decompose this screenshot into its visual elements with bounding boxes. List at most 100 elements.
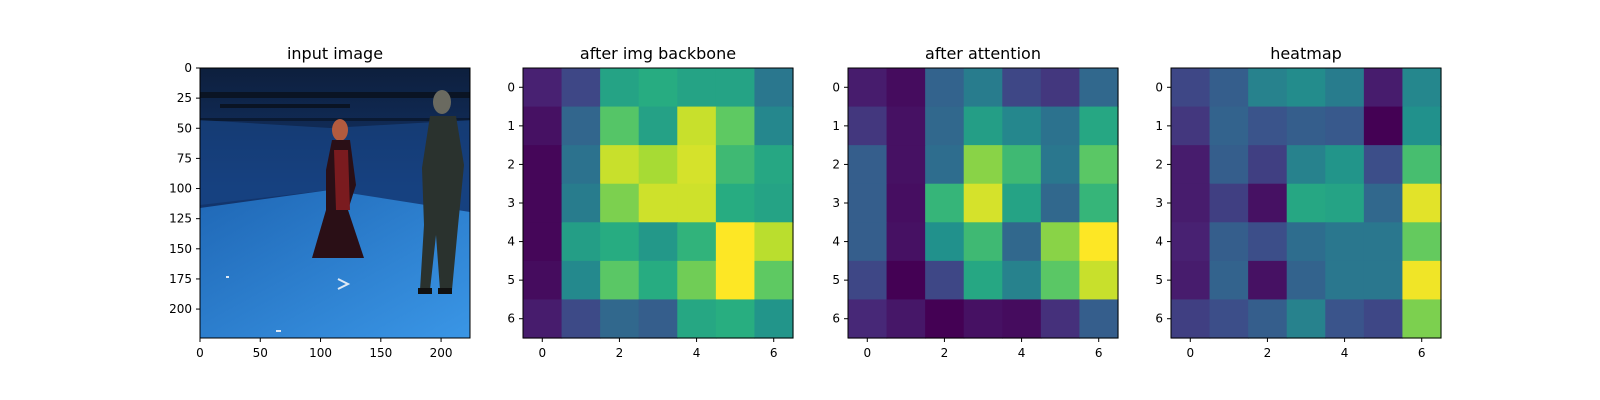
y-tick-label: 5 — [1155, 273, 1163, 287]
panel-title: heatmap — [1270, 44, 1342, 63]
heatmap-cell — [886, 260, 926, 301]
y-tick-label: 0 — [184, 61, 192, 75]
heatmap-cell — [677, 68, 717, 108]
heatmap-cell — [754, 183, 794, 223]
heatmap-cell — [677, 183, 717, 223]
x-tick-label: 2 — [941, 346, 949, 360]
heatmap-cell — [1079, 299, 1119, 339]
heatmap-cell — [1040, 260, 1081, 301]
y-tick-label: 5 — [832, 273, 840, 287]
heatmap-cell — [561, 222, 601, 262]
heatmap-cell — [1402, 299, 1442, 339]
heatmap-cell — [1002, 68, 1042, 108]
heatmap-cell — [638, 299, 678, 339]
heatmap-cell — [600, 299, 640, 339]
heatmap-cell — [1209, 145, 1249, 185]
y-tick-label: 1 — [507, 119, 515, 133]
heatmap-cell — [561, 68, 601, 108]
heatmap-cell — [886, 299, 926, 339]
heatmap-cell — [1171, 183, 1211, 223]
y-tick-label: 25 — [177, 91, 192, 105]
heatmap-cell — [886, 183, 926, 223]
x-tick-label: 0 — [863, 346, 871, 360]
heatmap-cell — [1209, 68, 1249, 108]
heatmap-cell — [1248, 183, 1288, 223]
y-tick-label: 100 — [169, 182, 192, 196]
y-tick-label: 6 — [832, 312, 840, 326]
x-tick-label: 100 — [309, 346, 332, 360]
y-tick-label: 6 — [1155, 312, 1163, 326]
heatmap-cell — [1209, 260, 1249, 301]
x-tick-label: 0 — [196, 346, 204, 360]
heatmap-cells — [523, 68, 794, 339]
heatmap-cell — [1363, 299, 1404, 339]
y-ticks: 0 1 2 3 4 5 6 — [1155, 80, 1171, 326]
y-tick-label: 1 — [1155, 119, 1163, 133]
heatmap-cell — [1171, 68, 1211, 108]
heatmap-cell — [1171, 299, 1211, 339]
heatmap-cell — [1248, 68, 1288, 108]
heatmap-cell — [523, 222, 563, 262]
y-ticks: 0 1 2 3 4 5 6 — [832, 80, 848, 326]
heatmap-cell — [1325, 106, 1365, 146]
heatmap-cell — [1286, 299, 1326, 339]
heatmap-cell — [1286, 222, 1326, 262]
heatmap-cell — [848, 106, 888, 146]
heatmap-cell — [1286, 106, 1326, 146]
heatmap-cell — [715, 145, 756, 185]
panel-title: input image — [287, 44, 383, 63]
heatmap-cell — [1209, 183, 1249, 223]
y-tick-label: 2 — [507, 157, 515, 171]
x-ticks: 0 2 4 6 — [538, 338, 778, 360]
y-tick-label: 150 — [169, 242, 192, 256]
heatmap-cell — [848, 183, 888, 223]
heatmap-cell — [1325, 299, 1365, 339]
heatmap-cell — [1286, 183, 1326, 223]
heatmap-cells — [848, 68, 1119, 339]
y-tick-label: 3 — [832, 196, 840, 210]
heatmap-cell — [1363, 183, 1404, 223]
y-tick-label: 50 — [177, 121, 192, 135]
panel-title: after img backbone — [580, 44, 736, 63]
heatmap-cell — [754, 68, 794, 108]
x-ticks: 0 50 100 150 200 — [196, 338, 453, 360]
heatmap-cell — [638, 106, 678, 146]
heatmap-cell — [1363, 222, 1404, 262]
heatmap-cell — [1286, 145, 1326, 185]
heatmap-cell — [1363, 106, 1404, 146]
heatmap-cell — [715, 68, 756, 108]
heatmap-cell — [1002, 299, 1042, 339]
heatmap-cell — [1002, 183, 1042, 223]
y-tick-label: 3 — [1155, 196, 1163, 210]
heatmap-cell — [1040, 299, 1081, 339]
y-tick-label: 0 — [1155, 80, 1163, 94]
panel-after-img-backbone: after img backbone 0 2 4 6 0 1 2 3 4 5 6 — [507, 44, 794, 360]
y-tick-label: 175 — [169, 272, 192, 286]
heatmap-cell — [523, 106, 563, 146]
panel-after-attention: after attention 0 2 4 6 0 1 2 3 4 5 6 — [832, 44, 1119, 360]
heatmap-cell — [963, 222, 1003, 262]
heatmap-cell — [963, 260, 1003, 301]
y-tick-label: 0 — [507, 80, 515, 94]
heatmap-cell — [561, 299, 601, 339]
heatmap-cell — [1171, 260, 1211, 301]
y-tick-label: 1 — [832, 119, 840, 133]
x-tick-label: 0 — [538, 346, 546, 360]
y-tick-label: 2 — [1155, 157, 1163, 171]
heatmap-cell — [1171, 106, 1211, 146]
heatmap-cell — [1171, 222, 1211, 262]
heatmap-cell — [600, 68, 640, 108]
heatmap-cell — [848, 145, 888, 185]
heatmap-cell — [1286, 68, 1326, 108]
heatmap-cell — [638, 183, 678, 223]
heatmap-cell — [1325, 183, 1365, 223]
x-tick-label: 6 — [770, 346, 778, 360]
x-tick-label: 6 — [1418, 346, 1426, 360]
x-ticks: 0 2 4 6 — [863, 338, 1103, 360]
heatmap-cell — [715, 183, 756, 223]
heatmap-cell — [1248, 260, 1288, 301]
x-tick-label: 2 — [1264, 346, 1272, 360]
heatmap-cells — [1171, 68, 1442, 339]
heatmap-cell — [754, 222, 794, 262]
y-tick-label: 3 — [507, 196, 515, 210]
